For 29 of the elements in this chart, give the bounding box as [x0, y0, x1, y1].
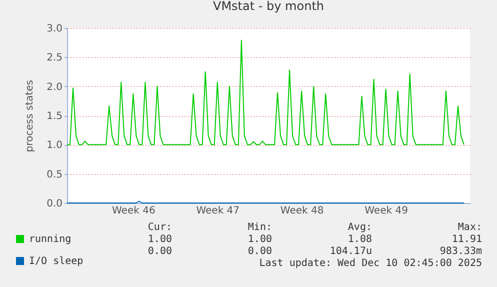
- text: Min:: [248, 222, 272, 233]
- y-tick-label: 2.5: [46, 52, 62, 64]
- legend-label: running: [29, 234, 72, 245]
- text: 0.00: [148, 246, 172, 257]
- text: Max:: [458, 222, 482, 233]
- y-tick-label: 3.0: [46, 24, 62, 34]
- y-tick-label: 1.5: [46, 111, 62, 122]
- text: Last update: Wed Dec 10 02:45:00 2025: [259, 258, 482, 269]
- x-tick-label: Week 46: [112, 206, 156, 216]
- x-tick-label: Week 48: [280, 206, 324, 216]
- y-axis-title: process states: [24, 80, 36, 152]
- y-tick-label: 0.5: [46, 169, 62, 180]
- text: Avg:: [348, 222, 372, 233]
- text: 11.91: [452, 234, 482, 245]
- legend-label: I/O sleep: [29, 256, 84, 267]
- x-tick-label: Week 49: [364, 206, 408, 216]
- chart-title: VMstat - by month: [212, 0, 324, 13]
- text: 0.00: [248, 246, 272, 257]
- text: 1.00: [148, 234, 172, 245]
- x-tick-label: Week 47: [196, 206, 240, 216]
- y-tick-label: 1.0: [46, 140, 62, 152]
- text: Cur:: [148, 222, 172, 233]
- text: 1.00: [248, 234, 272, 245]
- text: 1.08: [348, 234, 372, 245]
- line-series: [66, 40, 464, 146]
- y-tick-label: 0.0: [46, 198, 62, 210]
- text: 104.17u: [330, 246, 372, 257]
- y-tick-label: 2.0: [46, 82, 62, 93]
- text: 983.33m: [440, 246, 482, 257]
